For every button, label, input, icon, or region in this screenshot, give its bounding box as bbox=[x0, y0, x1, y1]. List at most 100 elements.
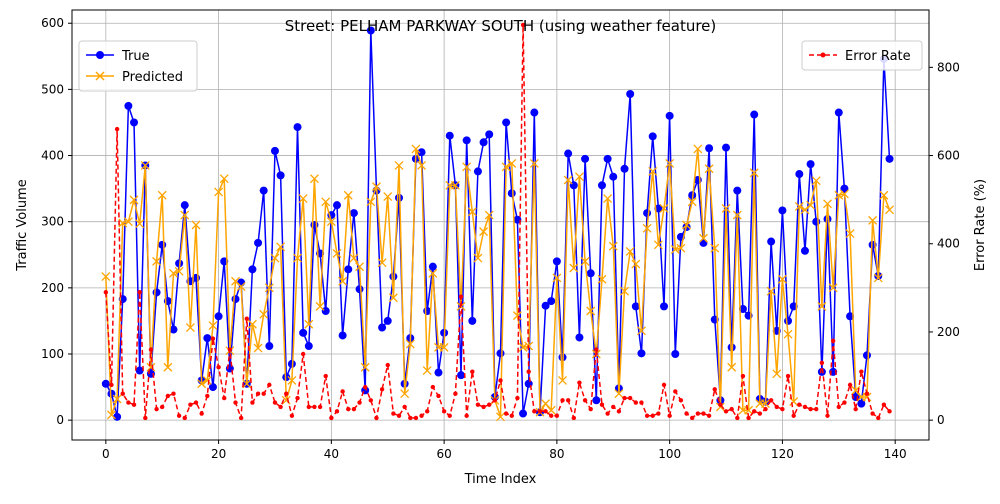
true-point bbox=[378, 323, 387, 332]
predicted-point bbox=[388, 293, 398, 303]
error-rate-point bbox=[847, 382, 853, 388]
predicted-point bbox=[163, 362, 173, 372]
predicted-point bbox=[450, 180, 460, 190]
predicted-point bbox=[823, 199, 832, 209]
true-point bbox=[304, 342, 313, 351]
error-rate-point bbox=[706, 413, 712, 418]
error-rate-point bbox=[238, 415, 244, 421]
true-point bbox=[248, 265, 257, 274]
true-point bbox=[671, 350, 680, 358]
error-rate-point bbox=[887, 409, 892, 414]
predicted-point bbox=[529, 159, 539, 168]
predicted-point bbox=[727, 362, 737, 372]
true-point bbox=[203, 334, 212, 343]
error-rate-point bbox=[780, 406, 785, 412]
predicted-point bbox=[614, 389, 624, 399]
error-rate-point bbox=[757, 411, 763, 416]
error-rate-point bbox=[735, 415, 740, 421]
true-point bbox=[457, 371, 466, 380]
predicted-point bbox=[862, 392, 872, 402]
x-tick-label: 120 bbox=[771, 447, 794, 461]
error-rate-point bbox=[131, 402, 137, 407]
x-tick-label: 80 bbox=[549, 447, 564, 461]
predicted-point bbox=[360, 362, 370, 372]
predicted-point bbox=[682, 220, 692, 230]
y2-tick-label: 800 bbox=[937, 60, 960, 74]
error-rate-point bbox=[458, 294, 464, 299]
true-point bbox=[338, 331, 347, 340]
predicted-point bbox=[366, 197, 376, 207]
true-point bbox=[834, 108, 843, 117]
error-rate-point bbox=[227, 347, 233, 352]
predicted-point bbox=[208, 321, 218, 331]
predicted-point bbox=[355, 262, 365, 272]
x-axis-label: Time Index bbox=[464, 472, 537, 487]
error-rate-point bbox=[599, 402, 605, 407]
error-rate-point bbox=[881, 402, 887, 407]
predicted-point bbox=[873, 273, 883, 283]
error-rate-point bbox=[571, 415, 576, 421]
legend-error-label: Error Rate bbox=[845, 49, 911, 64]
error-rate-point bbox=[300, 351, 306, 357]
y-axis-label: Traffic Volume bbox=[15, 179, 30, 272]
predicted-point bbox=[834, 190, 844, 200]
predicted-point bbox=[276, 242, 286, 252]
x-tick-label: 60 bbox=[436, 447, 451, 461]
error-rate-point bbox=[391, 411, 396, 416]
predicted-point bbox=[845, 229, 855, 239]
error-rate-point bbox=[453, 391, 458, 396]
predicted-point bbox=[676, 243, 686, 253]
true-point bbox=[169, 325, 178, 334]
predicted-point bbox=[298, 194, 308, 203]
error-rate-point bbox=[340, 389, 345, 394]
error-rate-point bbox=[588, 406, 593, 412]
true-point bbox=[575, 333, 584, 342]
true-point bbox=[519, 409, 528, 418]
predicted-point bbox=[377, 258, 387, 268]
error-rate-point bbox=[284, 391, 289, 396]
legend-error-marker bbox=[820, 52, 826, 58]
true-point bbox=[101, 379, 110, 388]
error-rate-point bbox=[114, 126, 120, 132]
error-rate-point bbox=[295, 395, 300, 401]
error-rate-point bbox=[605, 411, 610, 416]
predicted-point bbox=[653, 240, 663, 250]
error-rate-point bbox=[673, 389, 678, 394]
true-point bbox=[581, 154, 590, 163]
plot-frame bbox=[71, 9, 930, 441]
predicted-point bbox=[247, 319, 257, 329]
predicted-point bbox=[580, 256, 590, 266]
error-rate-point bbox=[611, 404, 616, 410]
true-point bbox=[800, 246, 809, 255]
true-point bbox=[259, 186, 268, 195]
error-rate-point bbox=[351, 406, 357, 412]
error-rate-point bbox=[515, 395, 520, 401]
predicted-point bbox=[603, 194, 613, 203]
true-point bbox=[885, 154, 894, 163]
error-rate-point bbox=[684, 411, 689, 416]
error-rate-point bbox=[346, 406, 351, 412]
true-point bbox=[767, 237, 776, 246]
true-point bbox=[541, 301, 550, 310]
x-tick-label: 40 bbox=[324, 447, 339, 461]
error-rate-point bbox=[537, 409, 543, 414]
error-rate-point bbox=[842, 400, 847, 405]
true-point bbox=[643, 209, 652, 218]
predicted-point bbox=[293, 253, 302, 263]
predicted-point bbox=[118, 218, 128, 228]
predicted-point bbox=[428, 268, 438, 278]
error-rate-point bbox=[470, 369, 475, 374]
predicted-point bbox=[569, 263, 579, 273]
true-point bbox=[586, 269, 595, 278]
error-rate-point bbox=[746, 415, 751, 421]
true-point bbox=[389, 272, 398, 281]
predicted-point bbox=[885, 205, 894, 215]
y2-tick-label: 600 bbox=[937, 149, 960, 163]
predicted-point bbox=[749, 168, 759, 178]
error-rate-point bbox=[120, 391, 125, 396]
true-point bbox=[699, 238, 708, 247]
true-point bbox=[237, 278, 246, 287]
true-point bbox=[750, 110, 759, 119]
error-rate-point bbox=[126, 400, 131, 405]
